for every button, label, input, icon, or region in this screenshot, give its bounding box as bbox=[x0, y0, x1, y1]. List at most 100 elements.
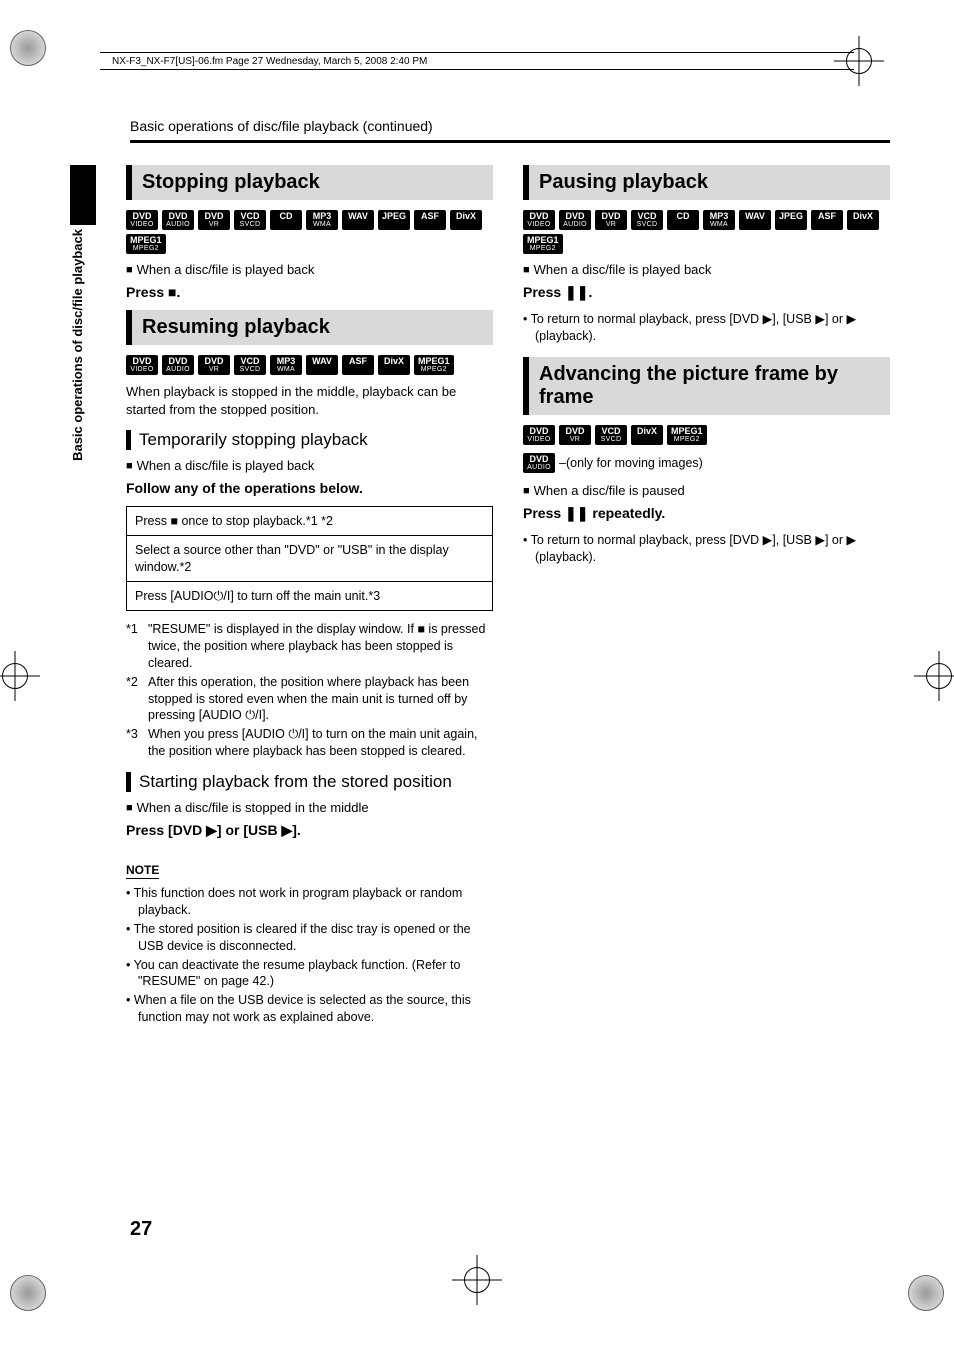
format-badge: WAV bbox=[342, 210, 374, 230]
condition-text: When a disc/file is played back bbox=[137, 458, 315, 473]
condition-text: When a disc/file is played back bbox=[137, 262, 315, 277]
footnote-text: "RESUME" is displayed in the display win… bbox=[148, 621, 493, 672]
instruction: Press ■. bbox=[126, 284, 493, 300]
format-badge: MPEG1MPEG2 bbox=[126, 234, 166, 254]
crop-target-icon bbox=[914, 651, 954, 701]
side-tab-label: Basic operations of disc/file playback bbox=[70, 229, 96, 467]
left-column: Stopping playback DVDVIDEODVDAUDIODVDVRV… bbox=[126, 165, 493, 1028]
extra-badge-line: DVDAUDIO –(only for moving images) bbox=[523, 453, 890, 473]
format-badge: DVDVR bbox=[595, 210, 627, 230]
format-badge: ASF bbox=[414, 210, 446, 230]
format-badge: DVDVR bbox=[559, 425, 591, 445]
format-badge: DVDVIDEO bbox=[126, 355, 158, 375]
right-column: Pausing playback DVDVIDEODVDAUDIODVDVRVC… bbox=[523, 165, 890, 1028]
format-badges: DVDVIDEODVDVRVCDSVCDDivXMPEG1MPEG2 bbox=[523, 425, 890, 445]
footnote: *3When you press [AUDIO ⏻/I] to turn on … bbox=[126, 726, 493, 760]
side-tab-marker bbox=[70, 165, 96, 225]
format-badge: DVDAUDIO bbox=[162, 210, 194, 230]
section-title-pausing: Pausing playback bbox=[523, 165, 890, 200]
follow-heading: Follow any of the operations below. bbox=[126, 480, 493, 496]
instruction: Press ❚❚ repeatedly. bbox=[523, 505, 890, 522]
format-badge: MPEG1MPEG2 bbox=[523, 234, 563, 254]
condition-text: When a disc/file is played back bbox=[534, 262, 712, 277]
note-item: To return to normal playback, press [DVD… bbox=[523, 532, 890, 566]
format-badge: DVDAUDIO bbox=[162, 355, 194, 375]
page-number: 27 bbox=[130, 1218, 152, 1241]
format-badges: DVDVIDEODVDAUDIODVDVRVCDSVCDCDMP3WMAWAVJ… bbox=[126, 210, 493, 254]
format-badge: DivX bbox=[631, 425, 663, 445]
subheading-start-stored: Starting playback from the stored positi… bbox=[126, 772, 493, 792]
operations-table: Press ■ once to stop playback.*1 *2 Sele… bbox=[126, 506, 493, 611]
running-header: NX-F3_NX-F7[US]-06.fm Page 27 Wednesday,… bbox=[100, 52, 854, 70]
format-badge: MP3WMA bbox=[306, 210, 338, 230]
registration-mark bbox=[10, 30, 46, 66]
format-badge: JPEG bbox=[378, 210, 410, 230]
format-badge: DivX bbox=[450, 210, 482, 230]
crop-target-icon bbox=[0, 651, 40, 701]
format-badge: ASF bbox=[811, 210, 843, 230]
registration-mark bbox=[908, 1275, 944, 1311]
table-cell: Press [AUDIO⏻/I] to turn off the main un… bbox=[135, 589, 380, 603]
list-item: This function does not work in program p… bbox=[126, 885, 493, 919]
footnote-text: When you press [AUDIO ⏻/I] to turn on th… bbox=[148, 726, 493, 760]
footnote: *1"RESUME" is displayed in the display w… bbox=[126, 621, 493, 672]
condition-line: ■When a disc/file is played back bbox=[126, 458, 493, 474]
format-badge: ASF bbox=[342, 355, 374, 375]
condition-line: ■When a disc/file is played back bbox=[126, 262, 493, 278]
list-item: When a file on the USB device is selecte… bbox=[126, 992, 493, 1026]
note-label: NOTE bbox=[126, 863, 159, 879]
section-title-stopping: Stopping playback bbox=[126, 165, 493, 200]
list-item: The stored position is cleared if the di… bbox=[126, 921, 493, 955]
format-badge: CD bbox=[270, 210, 302, 230]
format-badge: MPEG1MPEG2 bbox=[667, 425, 707, 445]
footnotes: *1"RESUME" is displayed in the display w… bbox=[126, 621, 493, 760]
condition-text: When a disc/file is stopped in the middl… bbox=[137, 800, 369, 815]
table-cell: Press ■ once to stop playback.*1 *2 bbox=[135, 514, 333, 528]
condition-line: ■When a disc/file is stopped in the midd… bbox=[126, 800, 493, 816]
crop-target-icon bbox=[452, 1255, 502, 1305]
format-badge: JPEG bbox=[775, 210, 807, 230]
format-badge: VCDSVCD bbox=[595, 425, 627, 445]
format-badge: MP3WMA bbox=[270, 355, 302, 375]
footnote-tag: *3 bbox=[126, 726, 148, 760]
format-badges: DVDVIDEODVDAUDIODVDVRVCDSVCDCDMP3WMAWAVJ… bbox=[523, 210, 890, 254]
instruction: Press [DVD ▶] or [USB ▶]. bbox=[126, 822, 493, 839]
format-badge: VCDSVCD bbox=[631, 210, 663, 230]
side-tab-container: Basic operations of disc/file playback bbox=[70, 165, 96, 1028]
subheading-temp-stop: Temporarily stopping playback bbox=[126, 430, 493, 450]
format-badge: DVDVIDEO bbox=[523, 425, 555, 445]
instruction: Press ❚❚. bbox=[523, 284, 890, 301]
format-badge: DVDAUDIO bbox=[559, 210, 591, 230]
format-badge: DivX bbox=[847, 210, 879, 230]
format-badge: VCDSVCD bbox=[234, 210, 266, 230]
format-badge: DVDVIDEO bbox=[523, 210, 555, 230]
format-badge: VCDSVCD bbox=[234, 355, 266, 375]
section-title-advancing: Advancing the picture frame by frame bbox=[523, 357, 890, 415]
notes-list: This function does not work in program p… bbox=[126, 885, 493, 1026]
continued-header: Basic operations of disc/file playback (… bbox=[130, 118, 890, 143]
footnote: *2After this operation, the position whe… bbox=[126, 674, 493, 725]
format-badge: MPEG1MPEG2 bbox=[414, 355, 454, 375]
section-title-resuming: Resuming playback bbox=[126, 310, 493, 345]
table-row: Press ■ once to stop playback.*1 *2 bbox=[127, 507, 492, 536]
format-badge: DVDVR bbox=[198, 210, 230, 230]
format-badge: DVDAUDIO bbox=[523, 453, 555, 473]
condition-line: ■When a disc/file is paused bbox=[523, 483, 890, 499]
format-badges: DVDVIDEODVDAUDIODVDVRVCDSVCDMP3WMAWAVASF… bbox=[126, 355, 493, 375]
registration-mark bbox=[10, 1275, 46, 1311]
format-badge: DVDVR bbox=[198, 355, 230, 375]
format-badge: CD bbox=[667, 210, 699, 230]
footnote-tag: *2 bbox=[126, 674, 148, 725]
footnote-tag: *1 bbox=[126, 621, 148, 672]
format-badge: WAV bbox=[739, 210, 771, 230]
table-row: Select a source other than "DVD" or "USB… bbox=[127, 536, 492, 582]
format-badge: DivX bbox=[378, 355, 410, 375]
condition-line: ■When a disc/file is played back bbox=[523, 262, 890, 278]
condition-text: When a disc/file is paused bbox=[534, 483, 685, 498]
list-item: You can deactivate the resume playback f… bbox=[126, 957, 493, 991]
intro-text: When playback is stopped in the middle, … bbox=[126, 383, 493, 418]
table-row: Press [AUDIO⏻/I] to turn off the main un… bbox=[127, 582, 492, 611]
footnote-text: After this operation, the position where… bbox=[148, 674, 493, 725]
note-item: To return to normal playback, press [DVD… bbox=[523, 311, 890, 345]
format-badge: WAV bbox=[306, 355, 338, 375]
